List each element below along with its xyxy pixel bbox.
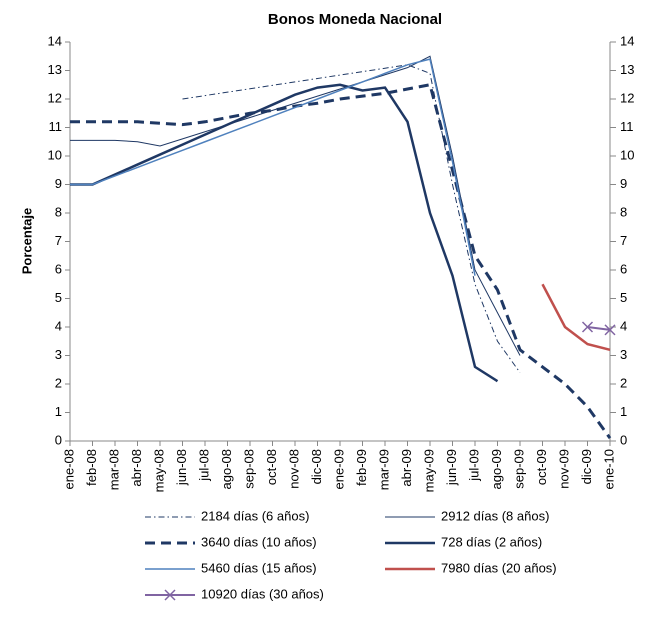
y-tick-label: 12: [48, 90, 62, 105]
x-tick-label: mar-09: [376, 449, 391, 490]
x-tick-label: nov-09: [556, 449, 571, 489]
x-tick-label: oct-09: [534, 449, 549, 485]
y-tick-label: 4: [55, 318, 62, 333]
y2-tick-label: 8: [620, 204, 627, 219]
y2-tick-label: 1: [620, 404, 627, 419]
y2-tick-label: 9: [620, 176, 627, 191]
x-tick-label: feb-08: [84, 449, 99, 486]
x-tick-label: oct-08: [264, 449, 279, 485]
x-tick-label: nov-08: [286, 449, 301, 489]
series-line: [70, 55, 521, 356]
y-tick-label: 8: [55, 204, 62, 219]
legend-label: 728 días (2 años): [441, 534, 542, 549]
x-tick-label: abr-08: [129, 449, 144, 487]
y-tick-label: 2: [55, 375, 62, 390]
x-tick-label: sep-09: [511, 449, 526, 489]
x-tick-label: jul-09: [466, 449, 481, 482]
x-tick-label: may-08: [151, 449, 166, 492]
y-tick-label: 6: [55, 261, 62, 276]
marker: [581, 321, 594, 333]
x-tick-label: ago-08: [219, 449, 234, 489]
legend-label: 2184 días (6 años): [201, 508, 309, 523]
y2-tick-label: 0: [620, 432, 627, 447]
x-tick-label: ago-09: [489, 449, 504, 489]
x-tick-label: feb-09: [354, 449, 369, 486]
series-line: [70, 58, 476, 276]
y-axis-label: Porcentaje: [19, 208, 34, 274]
x-tick-label: dic-08: [309, 449, 324, 484]
series-line: [70, 83, 499, 383]
x-tick-label: ene-08: [61, 449, 76, 489]
x-tick-label: abr-09: [399, 449, 414, 487]
y2-tick-label: 2: [620, 375, 627, 390]
y-tick-label: 0: [55, 432, 62, 447]
y2-tick-label: 4: [620, 318, 627, 333]
legend-label: 3640 días (10 años): [201, 534, 317, 549]
legend-label: 10920 días (30 años): [201, 586, 324, 601]
y-tick-label: 3: [55, 347, 62, 362]
series-line: [70, 83, 612, 440]
x-tick-label: ene-09: [331, 449, 346, 489]
legend-label: 2912 días (8 años): [441, 508, 549, 523]
x-tick-label: dic-09: [579, 449, 594, 484]
y-tick-label: 9: [55, 176, 62, 191]
x-tick-label: may-09: [421, 449, 436, 492]
y2-tick-label: 13: [620, 62, 634, 77]
y-tick-label: 11: [49, 119, 63, 134]
x-tick-label: jun-09: [444, 449, 459, 486]
y2-tick-label: 3: [620, 347, 627, 362]
y2-tick-label: 11: [620, 119, 634, 134]
y-tick-label: 13: [48, 62, 62, 77]
y2-tick-label: 12: [620, 90, 634, 105]
series-line: [182, 64, 521, 373]
y-tick-label: 5: [55, 290, 62, 305]
y2-tick-label: 10: [620, 147, 634, 162]
series-line: [541, 283, 611, 352]
y-tick-label: 10: [48, 147, 62, 162]
x-tick-label: jul-08: [196, 449, 211, 482]
legend-label: 7980 días (20 años): [441, 560, 557, 575]
x-tick-label: sep-08: [241, 449, 256, 489]
y-tick-label: 7: [55, 233, 62, 248]
y-tick-label: 1: [55, 404, 62, 419]
series-line: [587, 326, 611, 331]
legend-marker: [164, 589, 176, 601]
legend-label: 5460 días (15 años): [201, 560, 317, 575]
y2-tick-label: 6: [620, 261, 627, 276]
y2-tick-label: 7: [620, 233, 627, 248]
x-tick-label: ene-10: [601, 449, 616, 489]
marker: [604, 324, 616, 336]
y2-tick-label: 14: [620, 33, 634, 48]
x-tick-label: mar-08: [106, 449, 121, 490]
x-tick-label: jun-08: [174, 449, 189, 486]
y-tick-label: 14: [48, 33, 62, 48]
y2-tick-label: 5: [620, 290, 627, 305]
chart-title: Bonos Moneda Nacional: [268, 11, 442, 28]
